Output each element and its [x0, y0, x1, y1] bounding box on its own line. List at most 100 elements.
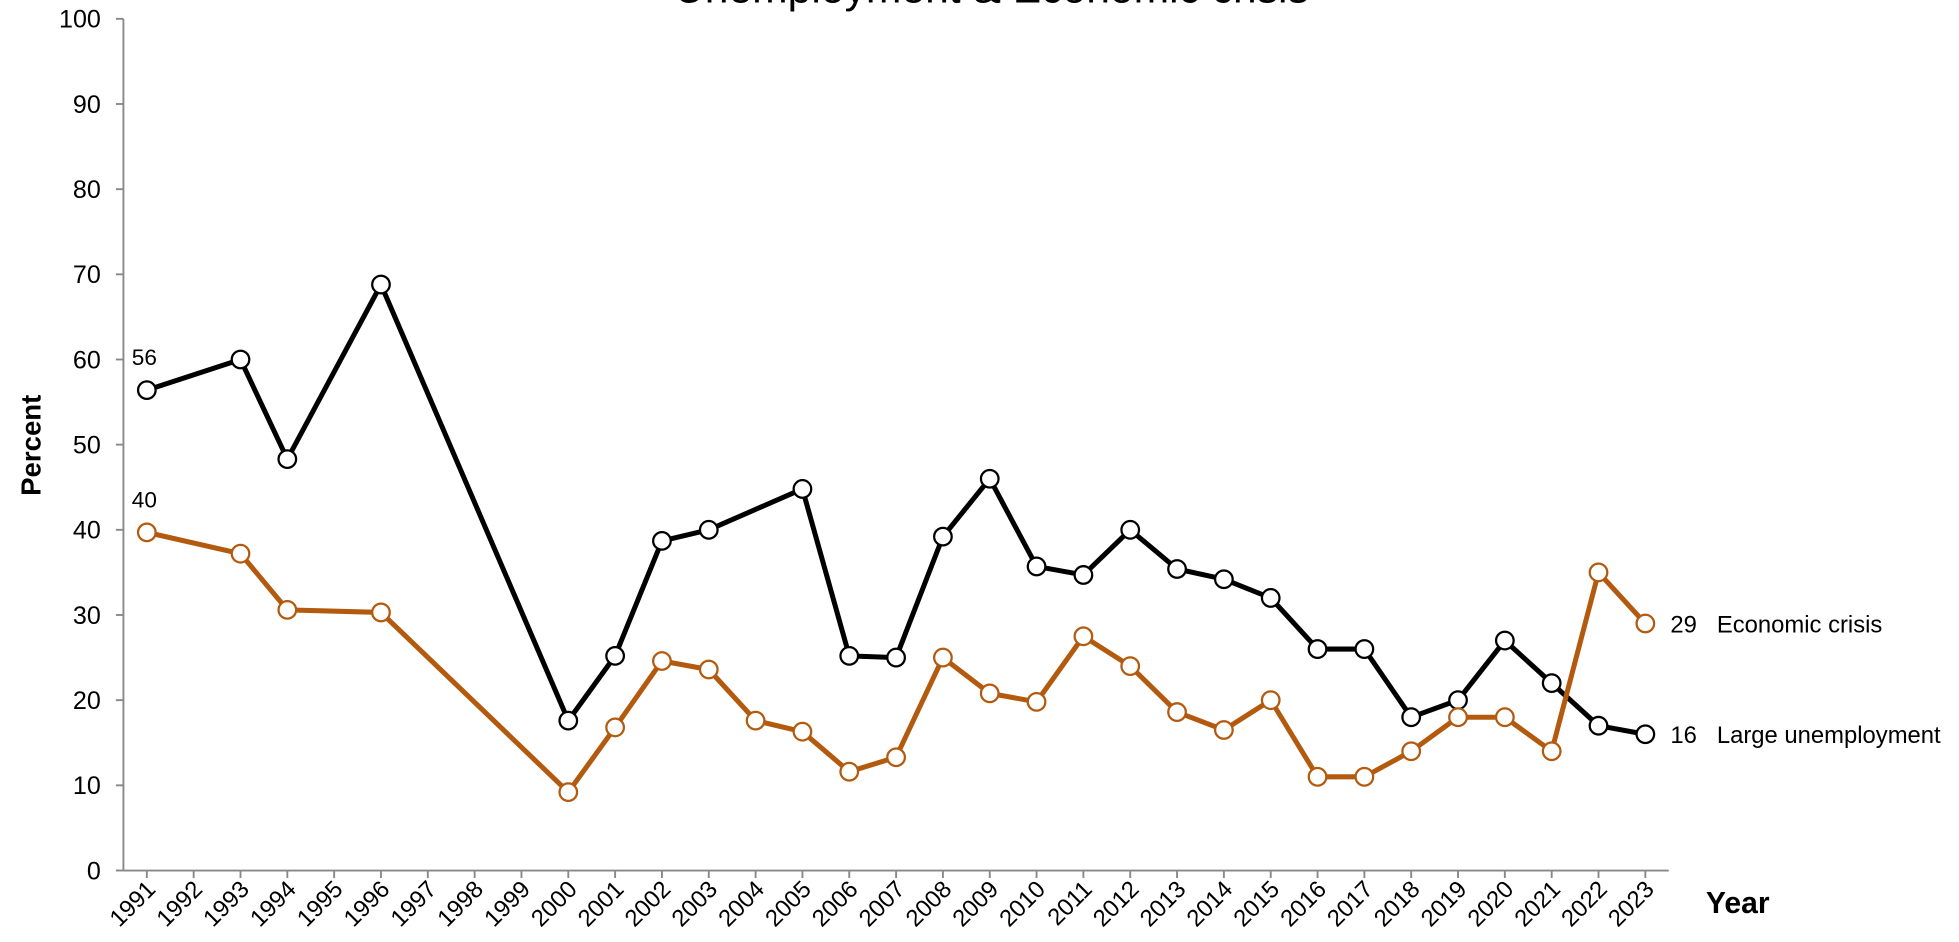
marker	[230, 543, 251, 564]
marker	[277, 599, 298, 620]
marker	[1073, 565, 1094, 585]
marker	[558, 710, 579, 731]
y-tick-label: 30	[73, 602, 101, 630]
x-tick-label: 1997	[386, 876, 443, 933]
x-tick-label: 1998	[432, 876, 489, 933]
marker	[792, 479, 813, 499]
y-tick-label: 80	[73, 176, 101, 204]
marker	[1213, 569, 1234, 590]
marker	[1120, 519, 1141, 540]
x-tick-label: 2011	[1042, 876, 1097, 931]
marker	[886, 647, 906, 668]
y-tick-label: 60	[73, 346, 101, 374]
x-tick-label: 2023	[1603, 876, 1660, 933]
marker	[1120, 656, 1141, 677]
x-tick-label: 2004	[713, 876, 770, 933]
marker	[1213, 720, 1234, 740]
y-tick-label: 100	[59, 6, 101, 34]
marker	[1167, 559, 1187, 579]
y-tick-label: 70	[73, 261, 101, 289]
marker	[1307, 639, 1328, 659]
marker	[1401, 707, 1422, 728]
x-tick-label: 2009	[947, 876, 1004, 933]
marker	[1260, 690, 1281, 711]
marker	[605, 645, 626, 666]
y-tick-label: 90	[73, 91, 101, 119]
x-tick-label: 2003	[666, 876, 723, 933]
data-label: 16	[1670, 722, 1697, 749]
x-tick-label: 2005	[760, 876, 817, 933]
marker	[1401, 741, 1422, 762]
x-axis-label: Year	[1706, 887, 1770, 920]
marker	[558, 782, 579, 803]
marker	[371, 602, 391, 623]
x-tick-label: 2017	[1322, 876, 1379, 933]
x-tick-label: 2019	[1416, 876, 1473, 933]
data-label: 29	[1670, 611, 1697, 638]
x-tick-label: 2013	[1135, 876, 1192, 933]
marker	[979, 468, 1000, 489]
x-tick-label: 2021	[1509, 876, 1566, 933]
x-tick-label: 1995	[292, 876, 349, 933]
marker	[1588, 562, 1609, 583]
y-tick-label: 50	[73, 431, 101, 459]
marker	[1167, 702, 1187, 722]
x-tick-label: 2022	[1556, 876, 1613, 933]
y-tick-label: 20	[73, 687, 101, 715]
marker	[1448, 707, 1468, 728]
marker	[792, 721, 813, 742]
x-tick-label: 1999	[479, 876, 536, 933]
marker	[1494, 630, 1515, 651]
marker	[1588, 715, 1609, 736]
marker	[230, 349, 251, 370]
x-tick-label: 2006	[807, 876, 864, 933]
x-tick-label: 2000	[526, 876, 583, 933]
x-tick-label: 1996	[339, 876, 396, 933]
marker	[1073, 626, 1094, 647]
chart-title: Unemployment & Economic crisis	[674, 0, 1309, 13]
marker	[1494, 707, 1515, 728]
marker	[886, 747, 906, 768]
marker	[1635, 613, 1656, 634]
marker	[839, 761, 860, 782]
x-tick-label: 2012	[1088, 876, 1145, 933]
series-label: Economic crisis	[1717, 611, 1883, 638]
marker	[933, 647, 953, 668]
marker	[1026, 556, 1047, 577]
marker	[1541, 741, 1562, 762]
marker	[652, 651, 672, 671]
marker	[1026, 691, 1047, 712]
x-tick-label: 2020	[1463, 876, 1520, 933]
x-tick-label: 2002	[620, 876, 677, 933]
x-tick-label: 2001	[573, 876, 630, 933]
x-tick-label: 1994	[245, 876, 302, 933]
data-label: 40	[132, 487, 157, 512]
series-line	[146, 529, 1648, 795]
marker	[371, 274, 391, 295]
marker	[1307, 766, 1328, 787]
y-axis-label: Percent	[16, 395, 47, 496]
marker	[745, 710, 766, 731]
marker	[1354, 639, 1375, 659]
marker	[698, 519, 719, 540]
marker	[136, 522, 157, 543]
data-label: 56	[132, 345, 157, 370]
marker	[1260, 588, 1281, 608]
y-tick-label: 40	[73, 517, 101, 545]
marker	[652, 530, 672, 551]
marker	[136, 380, 157, 401]
series-label: Large unemployment	[1717, 722, 1941, 749]
marker	[1354, 766, 1375, 787]
marker	[1448, 690, 1468, 711]
x-tick-label: 1993	[198, 876, 255, 933]
x-tick-label: 2016	[1275, 876, 1332, 933]
x-tick-label: 2008	[901, 876, 958, 933]
marker	[839, 645, 860, 666]
y-tick-label: 10	[73, 772, 101, 800]
x-tick-label: 1992	[151, 876, 208, 933]
x-tick-label: 1991	[105, 876, 162, 933]
marker	[933, 526, 953, 547]
x-tick-label: 2007	[854, 876, 911, 933]
marker	[277, 449, 298, 470]
